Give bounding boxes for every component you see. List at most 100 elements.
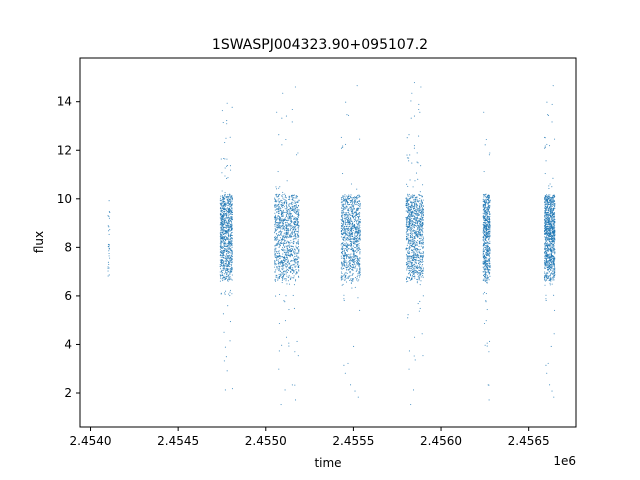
data-point <box>349 236 351 238</box>
data-point <box>416 212 418 214</box>
data-point <box>350 230 352 232</box>
data-point <box>348 238 350 240</box>
data-point <box>419 227 421 229</box>
data-point <box>345 248 347 250</box>
data-point <box>422 221 424 223</box>
data-point <box>347 219 349 221</box>
data-point <box>274 254 276 256</box>
data-point <box>484 214 486 216</box>
data-point <box>224 235 227 237</box>
data-point <box>281 218 283 220</box>
data-point <box>358 239 360 241</box>
data-point <box>279 275 281 277</box>
data-point <box>286 234 288 236</box>
data-point <box>485 245 487 247</box>
data-point <box>407 195 409 197</box>
data-point <box>294 197 296 199</box>
data-point <box>488 384 490 386</box>
data-point <box>224 268 226 270</box>
data-point <box>405 232 407 234</box>
data-point <box>278 368 280 370</box>
data-point <box>416 217 418 219</box>
data-point <box>227 274 230 276</box>
data-point <box>278 350 280 352</box>
data-point <box>544 145 546 147</box>
data-point <box>486 247 488 249</box>
data-point <box>282 248 284 250</box>
data-point <box>408 157 410 159</box>
data-point <box>229 213 231 215</box>
data-point <box>342 146 344 149</box>
data-point <box>411 223 413 225</box>
data-point <box>354 210 356 212</box>
data-point <box>227 275 229 277</box>
data-point <box>282 262 284 264</box>
data-point <box>483 111 485 113</box>
data-point <box>351 229 353 231</box>
data-point <box>486 224 488 226</box>
data-point <box>487 265 489 267</box>
data-point <box>413 271 415 273</box>
data-point <box>276 219 278 221</box>
data-point <box>405 281 408 283</box>
data-point <box>277 255 279 257</box>
data-point <box>489 269 491 271</box>
data-point <box>275 194 277 196</box>
data-point <box>275 230 277 232</box>
data-point <box>350 235 352 237</box>
data-point <box>224 346 226 348</box>
data-point <box>421 209 423 211</box>
data-point <box>419 268 422 270</box>
data-point <box>356 188 358 190</box>
data-point <box>405 223 408 225</box>
data-point <box>409 209 411 211</box>
data-point <box>413 227 415 229</box>
data-point <box>295 242 297 244</box>
data-point <box>353 223 356 225</box>
data-point <box>485 260 487 263</box>
data-point <box>406 219 408 221</box>
data-point <box>226 244 229 246</box>
data-point <box>482 252 484 254</box>
data-point <box>409 275 412 277</box>
data-point <box>414 263 416 265</box>
data-point <box>228 225 230 227</box>
data-point <box>419 259 421 261</box>
data-point <box>484 202 486 204</box>
data-point <box>231 225 233 227</box>
data-point <box>483 202 486 204</box>
data-point <box>412 241 414 243</box>
data-point <box>410 268 412 270</box>
data-point <box>357 243 359 246</box>
data-point <box>278 246 280 248</box>
data-point <box>225 266 227 268</box>
data-point <box>350 206 353 208</box>
data-point <box>412 246 414 248</box>
data-point <box>408 229 410 231</box>
data-point <box>347 362 349 364</box>
data-point <box>219 232 222 234</box>
data-point <box>224 219 226 221</box>
data-point <box>351 212 353 214</box>
data-point <box>419 210 421 212</box>
data-point <box>486 309 488 311</box>
data-point <box>415 205 417 207</box>
data-point <box>220 247 222 249</box>
data-point <box>226 223 229 225</box>
data-point <box>280 240 283 242</box>
data-point <box>354 196 356 198</box>
data-point <box>224 175 226 177</box>
data-point <box>298 211 300 213</box>
data-point <box>349 223 351 225</box>
data-point <box>420 209 422 211</box>
data-point <box>483 204 485 206</box>
data-point <box>486 241 488 243</box>
data-point <box>415 223 417 225</box>
data-point <box>288 245 290 247</box>
data-point <box>229 201 231 203</box>
data-point <box>353 253 355 255</box>
data-point <box>227 270 229 272</box>
data-point <box>223 260 225 262</box>
data-point <box>421 255 423 257</box>
data-point <box>108 210 110 213</box>
